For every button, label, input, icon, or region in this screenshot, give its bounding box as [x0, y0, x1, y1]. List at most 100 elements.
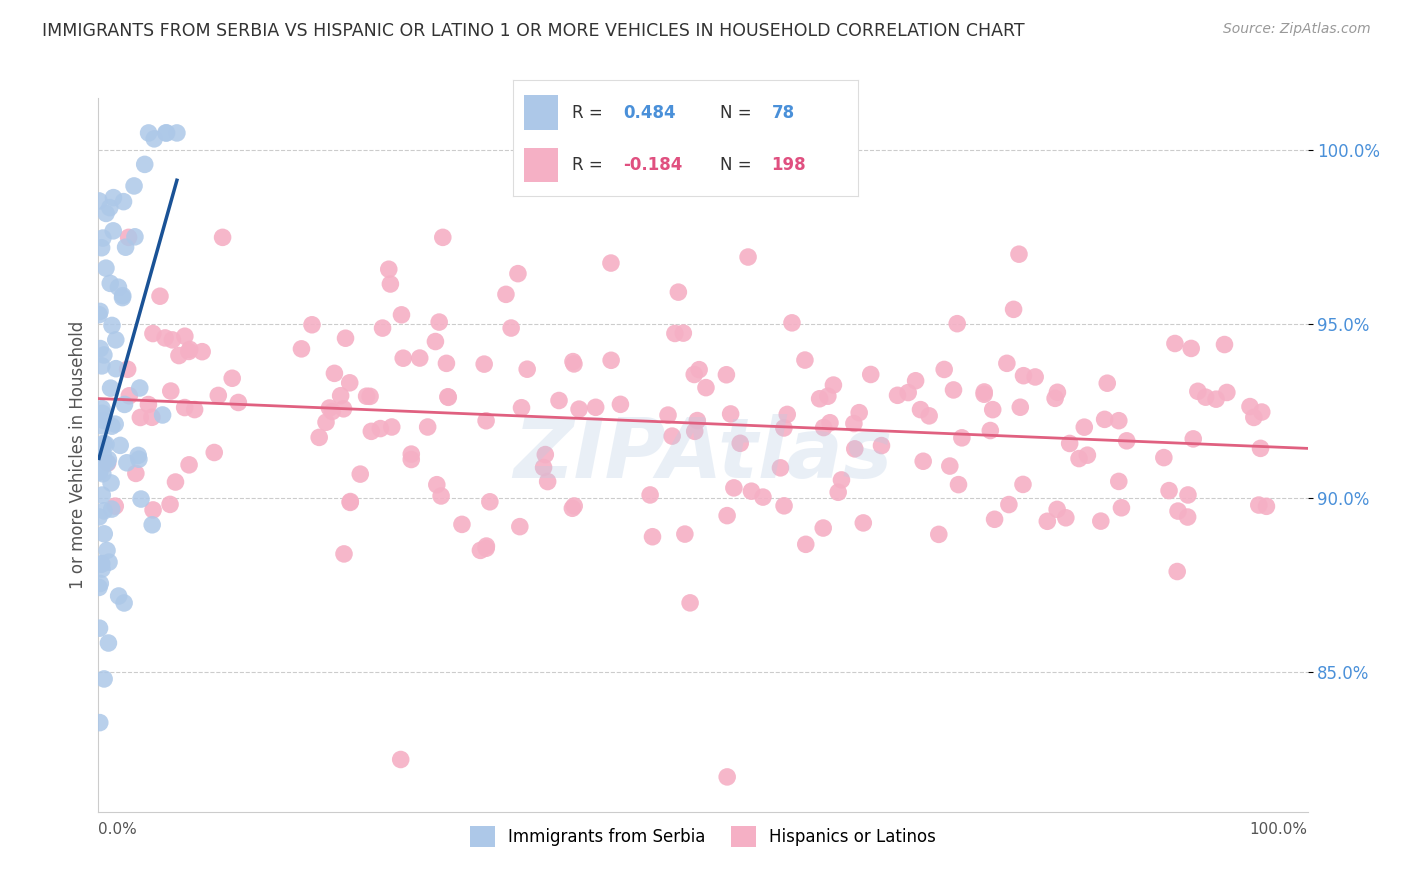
- Point: [89, 342, 111, 356]
- Point: [472, 357, 495, 371]
- Point: [979, 424, 1001, 438]
- Point: [1250, 405, 1272, 419]
- Point: [451, 517, 474, 532]
- Point: [516, 362, 538, 376]
- Point: [90, 418, 112, 433]
- Point: [1090, 514, 1112, 528]
- Point: [96, 456, 118, 470]
- Point: [1111, 500, 1133, 515]
- Point: [562, 354, 585, 368]
- Point: [308, 430, 330, 444]
- Point: [94, 206, 117, 220]
- Point: [950, 431, 973, 445]
- Point: [432, 230, 454, 244]
- Point: [716, 368, 738, 382]
- Point: [97, 452, 120, 467]
- Point: [773, 421, 796, 435]
- Point: [695, 381, 717, 395]
- Point: [89, 464, 111, 478]
- Point: [830, 473, 852, 487]
- Point: [425, 334, 447, 349]
- Point: [149, 289, 172, 303]
- Point: [998, 498, 1021, 512]
- Point: [568, 402, 591, 417]
- Point: [859, 368, 882, 382]
- Point: [153, 331, 176, 345]
- Point: [107, 589, 129, 603]
- Point: [1157, 483, 1180, 498]
- Point: [93, 526, 115, 541]
- Point: [159, 497, 181, 511]
- Point: [101, 318, 124, 333]
- Point: [436, 356, 458, 370]
- Point: [934, 362, 956, 376]
- Point: [91, 562, 114, 576]
- Point: [609, 397, 631, 411]
- Point: [356, 389, 378, 403]
- Point: [177, 344, 200, 359]
- Point: [427, 315, 450, 329]
- Point: [1182, 432, 1205, 446]
- Text: Source: ZipAtlas.com: Source: ZipAtlas.com: [1223, 22, 1371, 37]
- Point: [818, 416, 841, 430]
- Point: [904, 374, 927, 388]
- Point: [716, 770, 738, 784]
- Point: [290, 342, 312, 356]
- Point: [391, 308, 413, 322]
- Point: [124, 229, 146, 244]
- Point: [318, 401, 340, 415]
- Point: [939, 459, 962, 474]
- Point: [1002, 302, 1025, 317]
- Point: [97, 456, 120, 470]
- Point: [162, 333, 184, 347]
- Point: [89, 304, 111, 318]
- Point: [437, 390, 460, 404]
- Point: [202, 445, 225, 459]
- Point: [333, 547, 356, 561]
- Point: [207, 388, 229, 402]
- Point: [122, 178, 145, 193]
- Point: [983, 512, 1005, 526]
- Point: [142, 326, 165, 341]
- Point: [141, 517, 163, 532]
- Point: [183, 402, 205, 417]
- Point: [918, 409, 941, 423]
- Text: R =: R =: [572, 103, 607, 121]
- Point: [179, 343, 201, 357]
- Point: [93, 437, 115, 451]
- Point: [657, 408, 679, 422]
- Point: [664, 326, 686, 341]
- Point: [94, 261, 117, 276]
- Point: [973, 384, 995, 399]
- Point: [813, 420, 835, 434]
- Point: [720, 407, 742, 421]
- Point: [716, 508, 738, 523]
- Point: [371, 321, 394, 335]
- Point: [813, 521, 835, 535]
- Point: [1010, 401, 1032, 415]
- Point: [111, 291, 134, 305]
- Point: [808, 392, 831, 406]
- Point: [780, 316, 803, 330]
- Point: [638, 488, 661, 502]
- Point: [401, 447, 423, 461]
- Point: [114, 397, 136, 411]
- Point: [1008, 247, 1031, 261]
- Point: [93, 413, 115, 427]
- Point: [117, 362, 139, 376]
- Point: [912, 454, 935, 468]
- Point: [995, 356, 1018, 370]
- Point: [769, 460, 792, 475]
- Point: [946, 317, 969, 331]
- Point: [478, 495, 501, 509]
- Point: [1046, 502, 1069, 516]
- Point: [114, 240, 136, 254]
- Point: [1243, 410, 1265, 425]
- Point: [852, 516, 875, 530]
- Point: [426, 477, 449, 491]
- Point: [359, 389, 381, 403]
- Point: [128, 452, 150, 467]
- Point: [127, 449, 149, 463]
- Point: [688, 362, 710, 376]
- Point: [827, 485, 849, 500]
